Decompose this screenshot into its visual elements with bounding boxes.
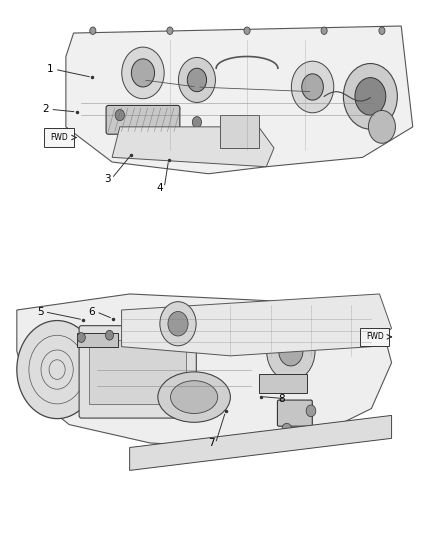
Circle shape — [168, 311, 188, 336]
Circle shape — [343, 63, 397, 129]
Circle shape — [178, 58, 215, 102]
Circle shape — [267, 322, 315, 381]
Circle shape — [302, 74, 323, 100]
Text: FWD: FWD — [51, 133, 68, 142]
Text: 2: 2 — [42, 104, 49, 114]
Text: 4: 4 — [156, 183, 163, 192]
Polygon shape — [122, 294, 392, 356]
Circle shape — [282, 423, 292, 435]
FancyBboxPatch shape — [360, 328, 389, 346]
Circle shape — [291, 61, 334, 113]
Polygon shape — [66, 26, 413, 174]
Circle shape — [106, 330, 113, 340]
Text: 8: 8 — [278, 394, 285, 403]
Circle shape — [279, 336, 303, 366]
Circle shape — [355, 78, 386, 115]
Circle shape — [306, 405, 316, 417]
Polygon shape — [112, 127, 274, 167]
Circle shape — [90, 27, 96, 35]
Ellipse shape — [158, 372, 230, 422]
Bar — [89, 340, 186, 404]
Text: FWD: FWD — [366, 333, 384, 341]
Circle shape — [77, 333, 85, 342]
Circle shape — [17, 320, 97, 418]
Circle shape — [187, 68, 207, 92]
Circle shape — [321, 27, 327, 35]
Ellipse shape — [170, 381, 218, 414]
Circle shape — [368, 110, 396, 143]
Circle shape — [379, 27, 385, 35]
Bar — [258, 374, 307, 392]
Circle shape — [122, 47, 164, 99]
FancyBboxPatch shape — [44, 128, 74, 147]
Circle shape — [160, 302, 196, 346]
Text: 5: 5 — [37, 307, 44, 317]
FancyBboxPatch shape — [106, 106, 180, 134]
Polygon shape — [130, 415, 392, 471]
FancyBboxPatch shape — [79, 326, 196, 418]
Circle shape — [192, 117, 201, 128]
Text: 6: 6 — [88, 307, 95, 317]
Text: 1: 1 — [47, 64, 54, 74]
Circle shape — [244, 27, 250, 35]
Circle shape — [115, 109, 124, 121]
Circle shape — [167, 27, 173, 35]
Bar — [77, 333, 117, 346]
Circle shape — [131, 59, 155, 87]
Polygon shape — [17, 294, 392, 448]
Text: 3: 3 — [104, 174, 111, 183]
FancyBboxPatch shape — [277, 400, 312, 426]
Text: 7: 7 — [208, 439, 215, 448]
Bar — [220, 115, 258, 148]
